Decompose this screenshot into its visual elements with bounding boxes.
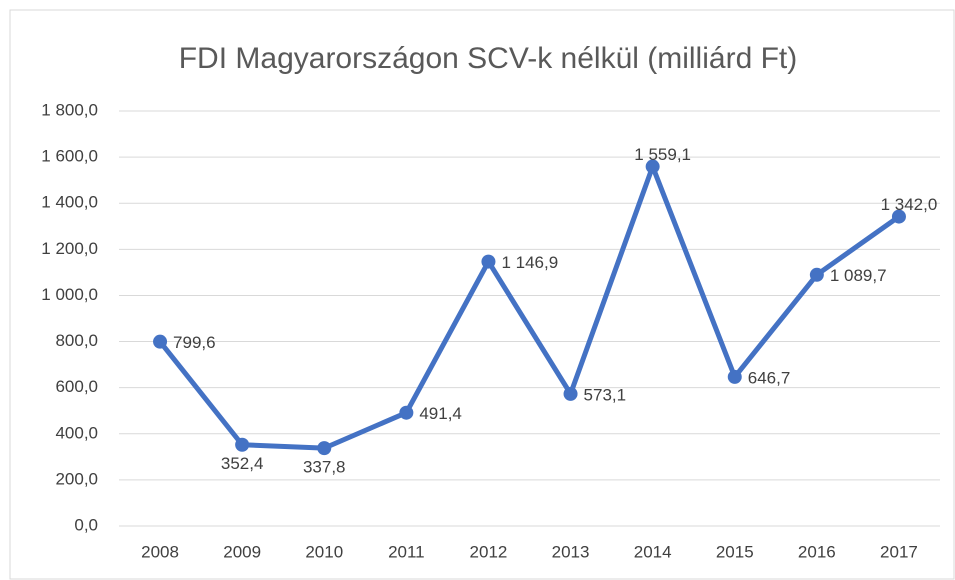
data-label: 1 089,7 [830, 266, 887, 285]
x-tick-label: 2013 [552, 542, 590, 561]
marker [727, 369, 742, 384]
y-tick-label: 1 600,0 [41, 147, 98, 166]
data-label: 337,8 [303, 458, 346, 477]
marker [809, 267, 824, 282]
x-tick-label: 2010 [305, 542, 343, 561]
data-label: 573,1 [584, 385, 627, 404]
marker [153, 334, 168, 349]
y-tick-label: 400,0 [55, 423, 98, 442]
marker [891, 209, 906, 224]
marker [563, 386, 578, 401]
y-tick-label: 0,0 [74, 515, 98, 534]
x-tick-label: 2014 [634, 542, 672, 561]
marker [317, 441, 332, 456]
data-label: 1 559,1 [634, 145, 691, 164]
data-label: 491,4 [419, 404, 462, 423]
marker [645, 159, 660, 174]
x-tick-label: 2016 [798, 542, 836, 561]
chart-border [9, 9, 955, 580]
data-label: 352,4 [221, 454, 264, 473]
data-label: 646,7 [748, 368, 791, 387]
x-tick-label: 2009 [223, 542, 261, 561]
y-tick-label: 800,0 [55, 331, 98, 350]
data-label: 1 342,0 [881, 195, 938, 214]
data-label: 1 146,9 [501, 253, 558, 272]
chart-title: FDI Magyarországon SCV-k nélkül (milliár… [179, 42, 798, 75]
data-label: 799,6 [173, 333, 216, 352]
y-tick-label: 600,0 [55, 377, 98, 396]
y-tick-label: 1 000,0 [41, 285, 98, 304]
y-tick-label: 1 200,0 [41, 239, 98, 258]
x-tick-label: 2015 [716, 542, 754, 561]
marker [399, 405, 414, 420]
y-tick-label: 200,0 [55, 469, 98, 488]
y-tick-label: 1 400,0 [41, 193, 98, 212]
line [158, 164, 901, 451]
x-tick-label: 2011 [388, 542, 425, 561]
marker [235, 437, 250, 452]
x-tick-label: 2012 [470, 542, 508, 561]
y-tick-label: 1 800,0 [41, 100, 98, 119]
x-tick-label: 2008 [141, 542, 179, 561]
x-tick-label: 2017 [880, 542, 918, 561]
marker [481, 254, 496, 269]
